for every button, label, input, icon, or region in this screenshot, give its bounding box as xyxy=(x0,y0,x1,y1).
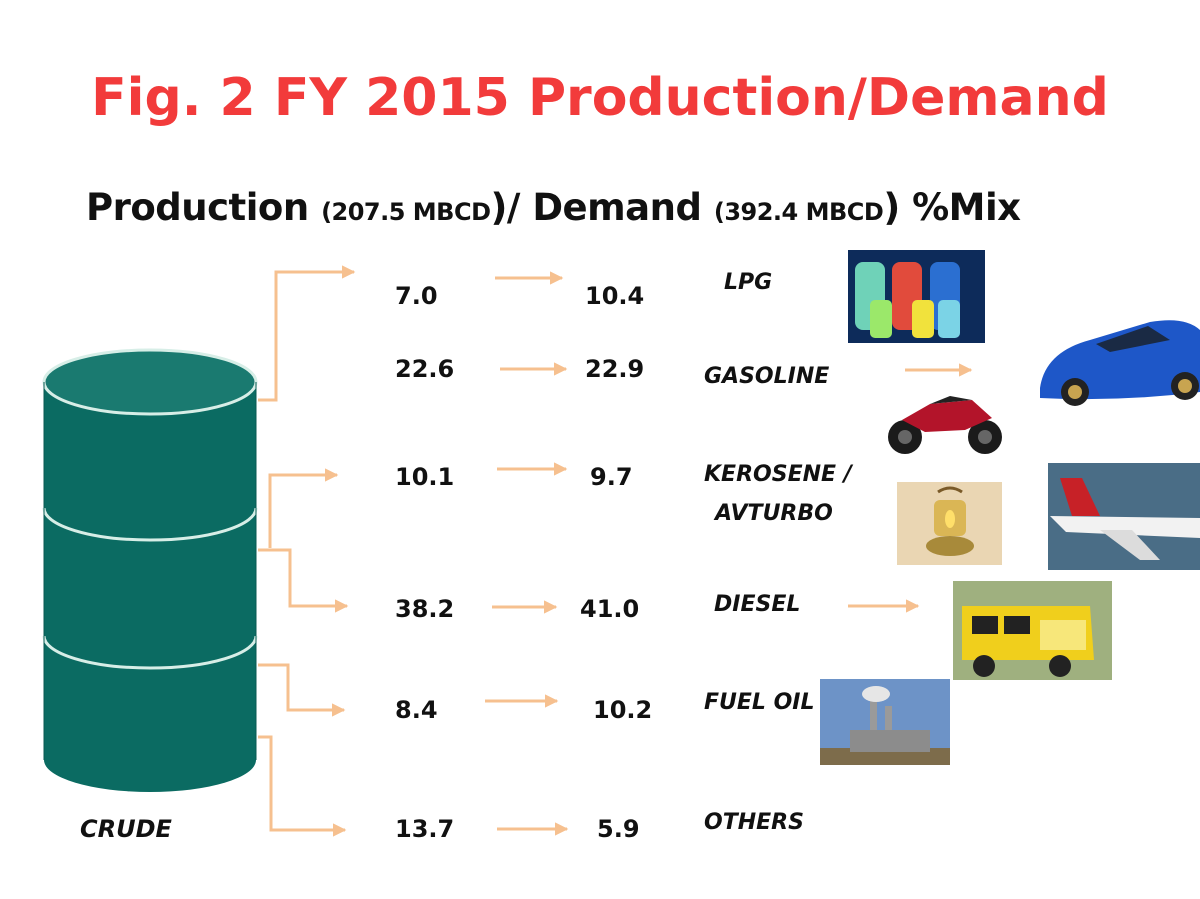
production-value-kerosene: 10.1 xyxy=(395,463,455,491)
product-label-others: OTHERS xyxy=(704,810,804,835)
production-total: (207.5 MBCD xyxy=(321,198,491,226)
production-value-gasoline: 22.6 xyxy=(395,355,455,383)
airplane-image xyxy=(1048,463,1200,570)
product-label-diesel: DIESEL xyxy=(714,592,801,617)
production-value-others: 13.7 xyxy=(395,815,455,843)
production-value-fuel-oil: 8.4 xyxy=(395,696,438,724)
demand-value-lpg: 10.4 xyxy=(585,282,645,310)
product-label-fuel-oil: FUEL OIL xyxy=(704,690,815,715)
demand-value-diesel: 41.0 xyxy=(580,595,640,623)
subtitle: Production (207.5 MBCD)/ Demand (392.4 M… xyxy=(86,186,1021,229)
product-label-avturbo: AVTURBO xyxy=(715,501,833,526)
subtitle-demand: )/ Demand xyxy=(490,186,714,229)
page-title: Fig. 2 FY 2015 Production/Demand xyxy=(91,68,1109,128)
production-value-lpg: 7.0 xyxy=(395,282,438,310)
kerosene-lantern-image xyxy=(897,482,1002,565)
demand-value-kerosene: 9.7 xyxy=(590,463,633,491)
demand-value-gasoline: 22.9 xyxy=(585,355,645,383)
product-label-kerosene: KEROSENE / xyxy=(704,462,852,487)
subtitle-production: Production xyxy=(86,186,322,229)
subtitle-mix: ) %Mix xyxy=(883,186,1021,229)
demand-total: (392.4 MBCD xyxy=(713,198,884,226)
crude-barrel xyxy=(42,348,258,792)
crude-label: CRUDE xyxy=(80,815,172,843)
jeepney-image xyxy=(953,581,1112,680)
branch-arrows xyxy=(258,265,356,837)
demand-value-fuel-oil: 10.2 xyxy=(593,696,653,724)
rally-car-image xyxy=(1040,320,1200,406)
mix-arrows xyxy=(485,271,973,836)
product-label-gasoline: GASOLINE xyxy=(704,364,830,389)
demand-value-others: 5.9 xyxy=(597,815,640,843)
power-plant-image xyxy=(820,679,950,765)
product-label-lpg: LPG xyxy=(724,270,773,295)
production-value-diesel: 38.2 xyxy=(395,595,455,623)
lpg-cylinders-image xyxy=(848,250,985,343)
motorcycle-image xyxy=(888,396,1002,454)
